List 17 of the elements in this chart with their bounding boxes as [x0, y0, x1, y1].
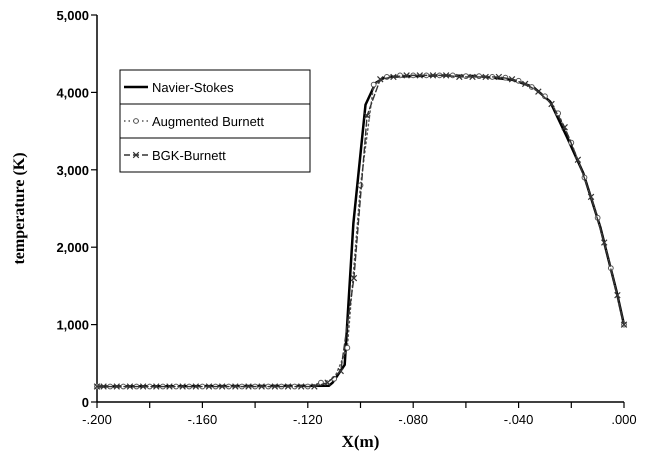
legend-label: BGK-Burnett	[152, 148, 226, 163]
y-tick-label: 3,000	[56, 162, 89, 178]
x-tick-label: -.080	[398, 412, 428, 427]
y-tick-label: 5,000	[56, 8, 89, 23]
y-axis-title: temperature (K)	[11, 152, 28, 265]
x-tick-label: .000	[611, 412, 637, 427]
y-tick-label: 1,000	[56, 318, 89, 333]
x-tick-label: -.040	[504, 412, 534, 427]
legend-label: Augmented Burnett	[152, 114, 264, 129]
x-axis-title: X(m)	[342, 432, 380, 451]
y-tick-label: 0	[82, 395, 89, 410]
y-tick-label: 2,000	[56, 240, 89, 256]
x-tick-label: -.120	[292, 412, 323, 427]
x-tick-label: -.200	[82, 412, 112, 427]
x-tick-label: -.160	[188, 412, 218, 427]
legend-label: Navier-Stokes	[152, 80, 234, 95]
y-tick-label: 4,000	[56, 85, 89, 100]
